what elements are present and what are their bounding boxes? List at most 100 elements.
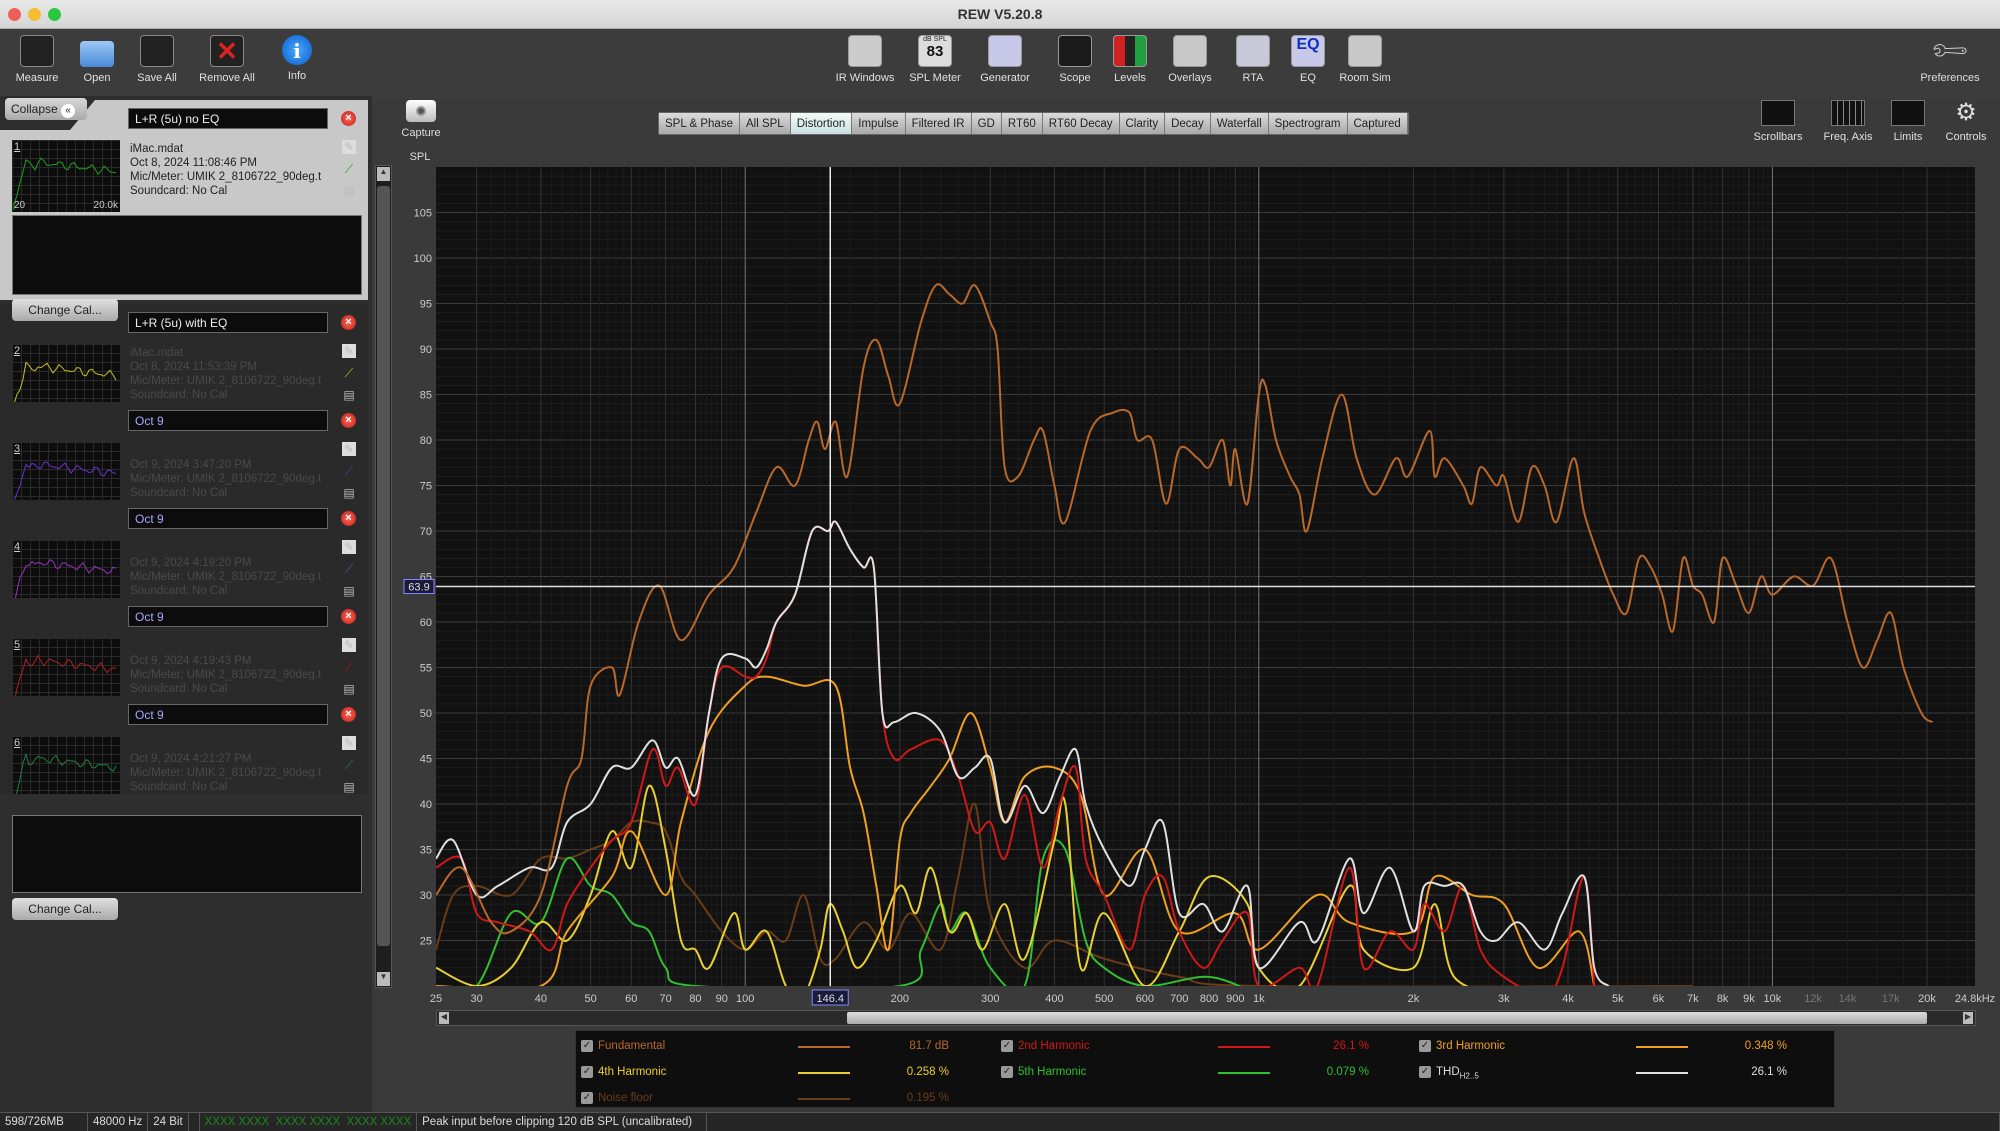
preferences-button[interactable]: 🔧︎ Preferences (1910, 28, 1990, 84)
frequency-scrollbar[interactable]: ◀ ▶ (436, 1010, 1976, 1026)
limits-button[interactable]: Limits (1877, 100, 1939, 143)
legend-checkbox[interactable]: ✓ (581, 1066, 593, 1078)
scrollbar-thumb[interactable] (377, 186, 390, 946)
line-color-icon[interactable]: ⟋ (344, 562, 354, 576)
tab-impulse[interactable]: Impulse (852, 113, 906, 134)
scrollbar-thumb[interactable] (847, 1012, 1927, 1024)
measurement-thumbnail[interactable]: 42020.0 (12, 540, 120, 598)
distortion-chart[interactable]: SPL 25 30 35 40 45 50 55 60 65 70 75 80 85 90 95 100 105 2… (400, 150, 2000, 1006)
edit-save-icon[interactable]: ✎ (342, 442, 356, 456)
tab-spl-phase[interactable]: SPL & Phase (659, 113, 740, 134)
measurement-name-field[interactable]: L+R (5u) no EQ (128, 108, 328, 129)
open-button[interactable]: Open (62, 35, 132, 84)
tab-all-spl[interactable]: All SPL (739, 113, 791, 134)
notes-icon[interactable]: ▤ (343, 388, 355, 402)
capture-button[interactable]: Capture (400, 100, 442, 139)
measurement-name-field[interactable]: Oct 9 (128, 704, 328, 725)
change-cal-button[interactable]: Change Cal... (12, 299, 118, 321)
legend-checkbox[interactable]: ✓ (1001, 1066, 1013, 1078)
remove-measurement-icon[interactable]: × (341, 707, 356, 722)
legend-checkbox[interactable]: ✓ (1419, 1066, 1431, 1078)
measurement-name-field[interactable]: Oct 9 (128, 410, 328, 431)
room-sim-button[interactable]: Room Sim (1330, 35, 1400, 84)
measurement-thumbnail[interactable]: 1 20 20.0k (12, 140, 120, 212)
measurement-thumbnail[interactable]: 22020.0 (12, 344, 120, 402)
scope-button[interactable]: Scope (1040, 35, 1110, 84)
tab-captured[interactable]: Captured (1347, 113, 1408, 134)
legend-name-subscript: H2..5 (1459, 1071, 1479, 1081)
levels-button[interactable]: Levels (1095, 35, 1165, 84)
legend-checkbox[interactable]: ✓ (1001, 1040, 1013, 1052)
measurement-name-field[interactable]: Oct 9 (128, 508, 328, 529)
measurement-thumbnail[interactable]: 52020.0 (12, 638, 120, 696)
controls-button[interactable]: ⚙ Controls (1935, 100, 1997, 144)
legend-checkbox[interactable]: ✓ (581, 1092, 593, 1104)
line-color-icon[interactable]: ⟋ (344, 464, 354, 478)
save-all-button[interactable]: Save All (122, 35, 192, 84)
tab-filtered-ir[interactable]: Filtered IR (905, 113, 972, 134)
measurement-notes-box[interactable] (12, 215, 362, 295)
line-color-icon[interactable]: ⟋ (344, 162, 354, 176)
tab-clarity[interactable]: Clarity (1119, 113, 1166, 134)
measurement-notes-box[interactable] (12, 815, 362, 893)
tab-distortion[interactable]: Distortion (790, 113, 853, 134)
overlays-button[interactable]: Overlays (1155, 35, 1225, 84)
ir-windows-button[interactable]: IR Windows (830, 35, 900, 84)
tab-rt60[interactable]: RT60 (1001, 113, 1043, 134)
remove-measurement-icon[interactable]: × (341, 413, 356, 428)
generator-button[interactable]: Generator (970, 35, 1040, 84)
line-color-icon[interactable]: ⟋ (344, 758, 354, 772)
edit-save-icon[interactable]: ✎ (342, 638, 356, 652)
change-cal-button[interactable]: Change Cal... (12, 898, 118, 920)
measurement-item[interactable]: Oct 9 × 32020.0 Oct 9, 2024 3:47:20 PM Mic/M… (0, 402, 368, 500)
measure-button[interactable]: Measure (2, 35, 72, 84)
spl-meter-button[interactable]: dB SPL 83 SPL Meter (900, 35, 970, 84)
scroll-left-icon[interactable]: ◀ (439, 1012, 449, 1024)
tab-rt60-decay[interactable]: RT60 Decay (1042, 113, 1120, 134)
tab-decay[interactable]: Decay (1165, 113, 1211, 134)
scroll-up-icon[interactable]: ▲ (377, 167, 390, 181)
measurement-name-field[interactable]: Oct 9 (128, 606, 328, 627)
edit-save-icon[interactable]: ✎ (342, 540, 356, 554)
measurement-item[interactable]: Oct 9 × 62020.0k Oct 9, 2024 4:21:27 PM Mic/… (0, 696, 368, 794)
eq-button[interactable]: EQ EQ (1273, 35, 1343, 84)
measurement-item[interactable]: Oct 9 × 42020.0 Oct 9, 2024 4:19:20 PM Mic/M… (0, 500, 368, 598)
spl-meter-icon: dB SPL 83 (918, 35, 952, 67)
tab-spectrogram[interactable]: Spectrogram (1268, 113, 1348, 134)
minimize-window-button[interactable] (28, 8, 41, 21)
rta-button[interactable]: RTA (1218, 35, 1288, 84)
remove-measurement-icon[interactable]: × (341, 609, 356, 624)
notes-icon[interactable]: ▤ (343, 780, 355, 794)
edit-save-icon[interactable]: ✎ (342, 736, 356, 750)
maximize-window-button[interactable] (48, 8, 61, 21)
measurement-scrollbar[interactable]: ▲ ▼ (375, 165, 392, 988)
remove-measurement-icon[interactable]: × (341, 315, 356, 330)
notes-icon[interactable]: ▤ (343, 584, 355, 598)
legend-checkbox[interactable]: ✓ (1419, 1040, 1431, 1052)
legend-checkbox[interactable]: ✓ (581, 1040, 593, 1052)
measurement-item[interactable]: Oct 9 × 52020.0 Oct 9, 2024 4:19:43 PM Mic/M… (0, 598, 368, 696)
scroll-down-icon[interactable]: ▼ (377, 972, 390, 986)
collapse-button[interactable]: Collapse « (5, 98, 87, 120)
remove-measurement-icon[interactable]: × (341, 511, 356, 526)
measurement-thumbnail[interactable]: 62020.0k (12, 736, 120, 794)
measurement-thumbnail[interactable]: 32020.0 (12, 442, 120, 500)
edit-save-icon[interactable]: ✎ (342, 140, 356, 154)
line-color-icon[interactable]: ⟋ (344, 660, 354, 674)
notes-icon[interactable]: ▤ (343, 486, 355, 500)
scrollbars-button[interactable]: Scrollbars (1747, 100, 1809, 143)
line-color-icon[interactable]: ⟋ (344, 366, 354, 380)
chart-svg[interactable]: SPL2530354045505560657075808590951001052… (400, 150, 2000, 1020)
measurement-name-field[interactable]: L+R (5u) with EQ (128, 312, 328, 333)
tab-gd[interactable]: GD (971, 113, 1002, 134)
freq-axis-button[interactable]: Freq. Axis (1817, 100, 1879, 143)
remove-measurement-icon[interactable]: × (341, 111, 356, 126)
remove-all-button[interactable]: ✕ Remove All (192, 35, 262, 84)
tab-waterfall[interactable]: Waterfall (1210, 113, 1269, 134)
scroll-right-icon[interactable]: ▶ (1963, 1012, 1973, 1024)
info-button[interactable]: i Info (262, 35, 332, 82)
notes-icon[interactable]: ▤ (343, 682, 355, 696)
edit-save-icon[interactable]: ✎ (342, 344, 356, 358)
notes-icon[interactable]: ▤ (343, 184, 355, 198)
close-window-button[interactable] (8, 8, 21, 21)
